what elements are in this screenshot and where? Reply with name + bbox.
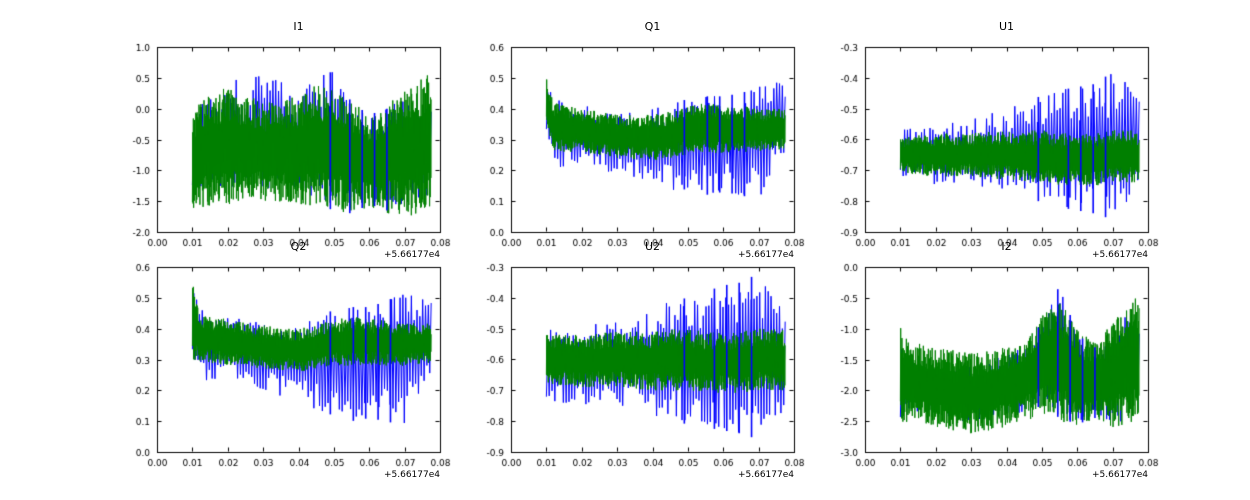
plot-canvas-u2: [466, 259, 806, 472]
x-offset-label-q1: +5.66177e4: [737, 250, 794, 260]
subplot-i2: I2 I2 +5.66177e4: [820, 239, 1160, 484]
plot-title-u2: U2: [644, 240, 661, 253]
subplot-i1: I1 I1 +5.66177e4: [112, 19, 452, 264]
plot-title-i2: I2: [1001, 240, 1012, 253]
x-offset-label-i2: +5.66177e4: [1091, 470, 1148, 480]
plot-canvas-q2: [112, 259, 452, 472]
plot-canvas-i2: [820, 259, 1160, 472]
plot-canvas-u1: [820, 39, 1160, 252]
subplot-u2: U2 U2 +5.66177e4: [466, 239, 806, 484]
x-offset-label-q2: +5.66177e4: [383, 470, 440, 480]
subplot-q1: Q1 Q1 +5.66177e4: [466, 19, 806, 264]
plot-canvas-q1: [466, 39, 806, 252]
plot-title-q1: Q1: [644, 20, 661, 33]
subplot-u1: U1 U1 +5.66177e4: [820, 19, 1160, 264]
subplot-q2: Q2 Q2 +5.66177e4: [112, 239, 452, 484]
plot-canvas-i1: [112, 39, 452, 252]
x-offset-label-i1: +5.66177e4: [383, 250, 440, 260]
plot-title-i1: I1: [293, 20, 304, 33]
x-offset-label-u2: +5.66177e4: [737, 470, 794, 480]
plot-title-q2: Q2: [290, 240, 307, 253]
plot-title-u1: U1: [998, 20, 1015, 33]
x-offset-label-u1: +5.66177e4: [1091, 250, 1148, 260]
